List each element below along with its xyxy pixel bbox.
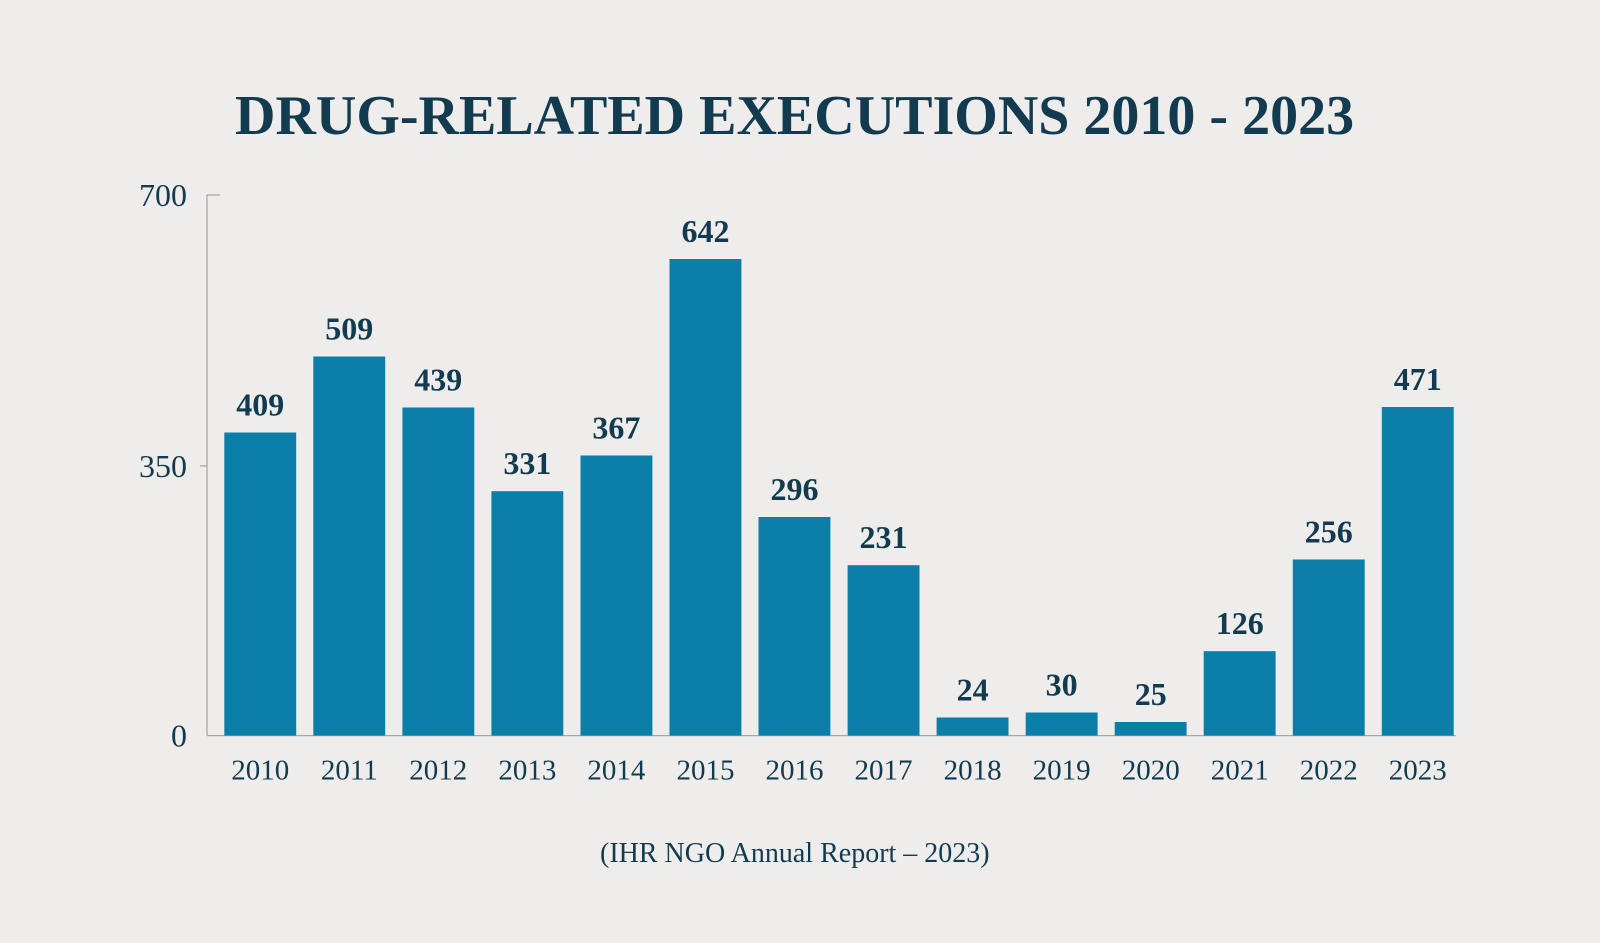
svg-text:350: 350	[139, 448, 187, 484]
svg-text:439: 439	[414, 362, 462, 398]
svg-text:700: 700	[139, 177, 187, 213]
svg-text:642: 642	[682, 213, 730, 249]
svg-text:2016: 2016	[766, 755, 824, 787]
svg-text:2014: 2014	[587, 755, 646, 787]
svg-text:256: 256	[1305, 514, 1353, 550]
svg-text:2020: 2020	[1122, 755, 1180, 787]
svg-text:331: 331	[503, 445, 551, 481]
svg-text:409: 409	[236, 387, 284, 423]
svg-text:471: 471	[1394, 361, 1442, 397]
svg-text:126: 126	[1216, 605, 1264, 641]
svg-text:2022: 2022	[1300, 755, 1358, 787]
svg-text:0: 0	[171, 718, 187, 754]
svg-text:367: 367	[592, 410, 640, 446]
svg-text:2010: 2010	[231, 755, 289, 787]
svg-text:509: 509	[325, 311, 373, 347]
svg-text:2011: 2011	[321, 755, 378, 787]
svg-text:2019: 2019	[1033, 755, 1091, 787]
svg-text:2015: 2015	[677, 755, 735, 787]
svg-text:296: 296	[771, 471, 819, 507]
svg-text:2023: 2023	[1389, 755, 1447, 787]
svg-text:30: 30	[1046, 667, 1078, 703]
svg-text:2018: 2018	[944, 755, 1002, 787]
svg-text:2021: 2021	[1211, 755, 1269, 787]
svg-text:24: 24	[957, 672, 989, 708]
svg-text:2013: 2013	[498, 755, 556, 787]
svg-text:231: 231	[860, 519, 908, 555]
svg-text:2017: 2017	[855, 755, 913, 787]
svg-text:25: 25	[1135, 676, 1167, 712]
svg-text:2012: 2012	[409, 755, 467, 787]
